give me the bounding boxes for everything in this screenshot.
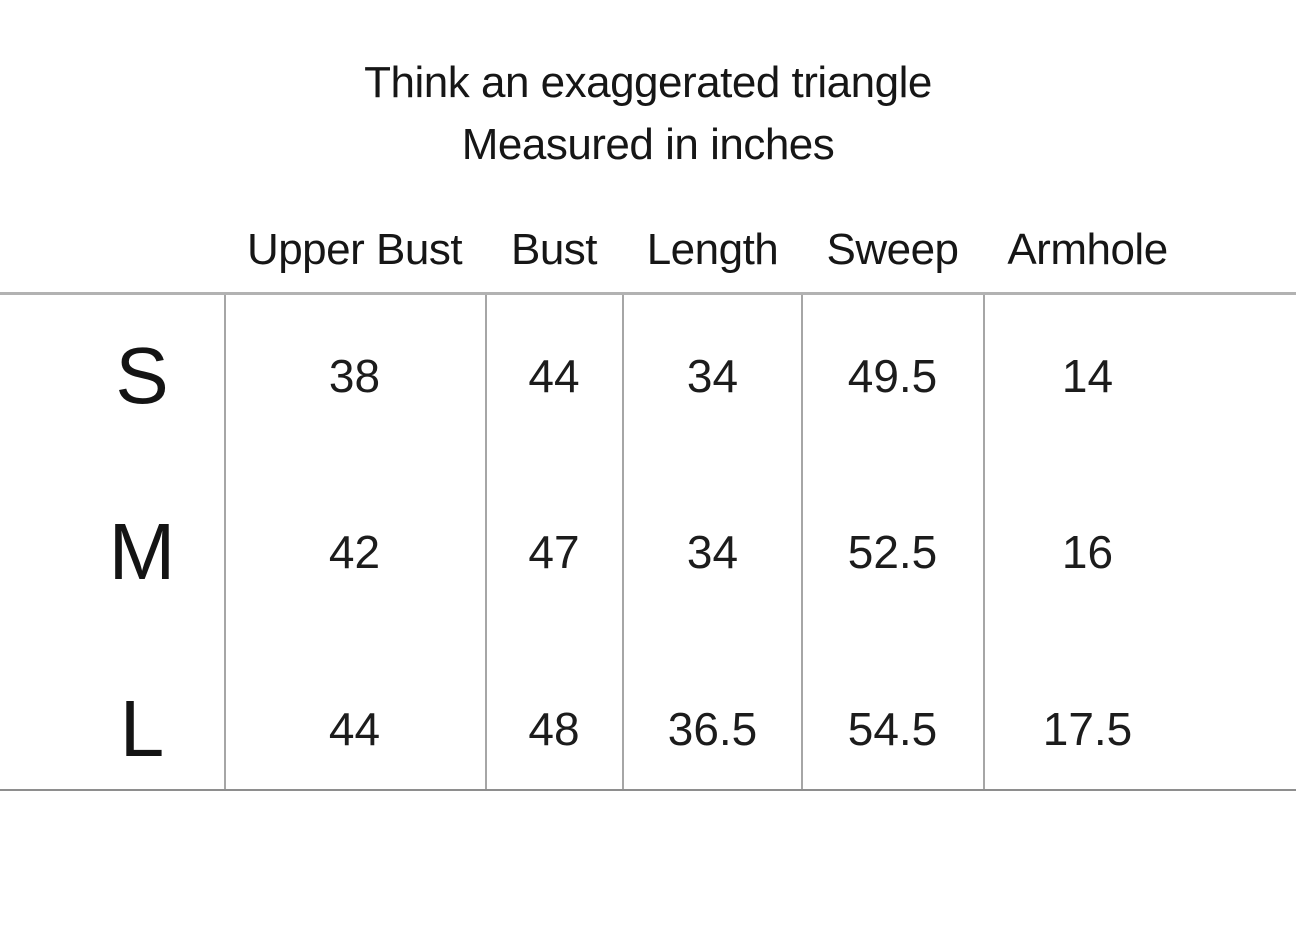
column-divider: [801, 295, 803, 790]
column-header-length: Length: [646, 225, 779, 274]
size-label: L: [119, 684, 165, 773]
chart-title: Think an exaggerated triangle: [364, 58, 932, 107]
cell-value-sweep: 52.5: [847, 526, 938, 578]
table-row-l: L 44 48 36.5 54.5 17.5: [0, 648, 1296, 790]
table-bottom-border: [0, 789, 1296, 791]
table-row-s: S 38 44 34 49.5 14: [0, 296, 1296, 456]
table-row-m: M 42 47 34 52.5 16: [0, 456, 1296, 648]
cell-value-upper-bust: 42: [328, 526, 381, 578]
chart-subtitle: Measured in inches: [461, 120, 835, 169]
table-top-border: [0, 292, 1296, 295]
column-divider: [983, 295, 985, 790]
size-label: M: [108, 507, 176, 596]
column-header-size-spacer: [0, 206, 224, 294]
column-header-armhole: Armhole: [1007, 225, 1168, 274]
cell-value-length: 34: [686, 526, 739, 578]
cell-value-length: 34: [686, 350, 739, 402]
column-header-sweep: Sweep: [826, 225, 959, 274]
column-divider: [224, 295, 226, 790]
table-header-row: Upper Bust Bust Length Sweep Armhole: [0, 206, 1296, 294]
size-label: S: [115, 331, 169, 420]
cell-value-bust: 48: [528, 703, 580, 755]
cell-value-sweep: 54.5: [847, 703, 938, 755]
column-divider: [622, 295, 624, 790]
cell-value-armhole: 16: [1061, 526, 1114, 578]
cell-value-armhole: 17.5: [1042, 703, 1133, 755]
cell-value-upper-bust: 38: [328, 350, 381, 402]
cell-value-sweep: 49.5: [847, 350, 938, 402]
title-block: Think an exaggerated triangle Measured i…: [0, 52, 1296, 176]
table-body: S 38 44 34 49.5 14 M 42 47 34 52.5 16 L …: [0, 296, 1296, 790]
cell-value-bust: 47: [528, 526, 580, 578]
cell-value-upper-bust: 44: [328, 703, 381, 755]
column-divider: [485, 295, 487, 790]
cell-value-bust: 44: [528, 350, 580, 402]
cell-value-armhole: 14: [1061, 350, 1114, 402]
column-header-bust: Bust: [510, 225, 598, 274]
column-header-upper-bust: Upper Bust: [246, 225, 463, 274]
cell-value-length: 36.5: [667, 703, 758, 755]
